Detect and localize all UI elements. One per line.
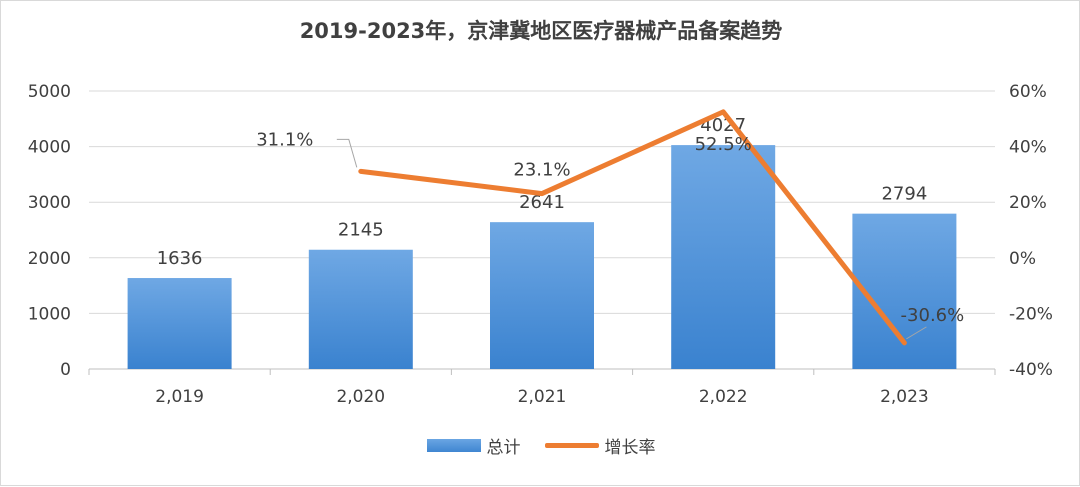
bar [308,249,413,369]
legend: 总计 增长率 [1,433,1080,458]
bar [490,222,594,369]
x-tick-label: 2,023 [880,387,929,407]
y-left-tick-label: 1000 [28,304,71,324]
y-left-tick-label: 5000 [28,82,71,102]
bar-value-label: 2145 [338,220,384,241]
y-left-tick-label: 4000 [28,138,71,158]
legend-item-total: 总计 [426,433,521,458]
growth-value-label: -30.6% [901,305,965,326]
growth-value-label: 23.1% [513,160,570,181]
x-tick-label: 2,022 [699,387,748,407]
y-right-tick-label: -20% [1009,304,1053,324]
growth-label-leader [336,138,358,168]
legend-bar-swatch [426,439,481,452]
y-left-tick-label: 0 [60,360,71,380]
legend-label-total: 总计 [486,438,521,458]
y-right-tick-label: 60% [1009,82,1047,102]
growth-label-leader [906,326,927,340]
y-right-tick-label: 20% [1009,193,1047,213]
bar-value-label: 2641 [519,192,565,213]
y-right-tick-label: 0% [1009,249,1036,269]
y-right-tick-label: 40% [1009,138,1047,158]
y-left-tick-label: 3000 [28,193,71,213]
growth-rate-line [358,109,907,346]
bar [127,278,232,369]
x-tick-label: 2,019 [155,387,204,407]
legend-line-swatch [544,443,599,448]
y-left-tick-label: 2000 [28,249,71,269]
legend-item-growth: 增长率 [544,433,656,458]
growth-value-label: 52.5% [695,134,752,155]
chart-title: 2019-2023年，京津冀地区医疗器械产品备案趋势 [299,19,783,43]
bar [852,213,957,369]
bar [671,145,776,369]
bar-value-label: 1636 [157,248,203,269]
y-right-tick-label: -40% [1009,360,1053,380]
bar-value-label: 2794 [881,184,927,205]
x-tick-label: 2,020 [336,387,385,407]
bar-value-label: 4027 [700,115,746,136]
x-tick-label: 2,021 [518,387,567,407]
legend-label-growth: 增长率 [604,438,656,458]
growth-value-label: 31.1% [256,129,313,150]
